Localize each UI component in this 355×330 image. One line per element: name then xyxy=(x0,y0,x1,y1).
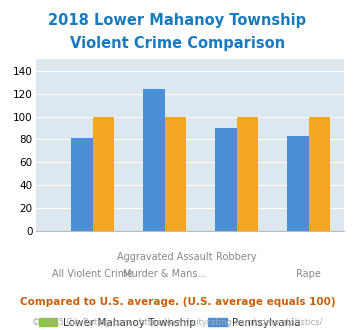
Text: Robbery: Robbery xyxy=(217,251,257,262)
Bar xyxy=(287,136,309,231)
Bar xyxy=(237,116,258,231)
Text: Aggravated Assault: Aggravated Assault xyxy=(117,251,213,262)
Legend: Lower Mahanoy Township, National, Pennsylvania: Lower Mahanoy Township, National, Pennsy… xyxy=(34,314,305,330)
Bar xyxy=(93,116,114,231)
Text: Murder & Mans...: Murder & Mans... xyxy=(123,269,207,279)
Bar xyxy=(143,89,165,231)
Bar xyxy=(309,116,330,231)
Bar xyxy=(215,128,237,231)
Bar xyxy=(71,138,93,231)
Text: Rape: Rape xyxy=(296,269,321,279)
Text: © 2025 CityRating.com - https://www.cityrating.com/crime-statistics/: © 2025 CityRating.com - https://www.city… xyxy=(32,318,323,327)
Bar xyxy=(165,116,186,231)
Text: Violent Crime Comparison: Violent Crime Comparison xyxy=(70,36,285,51)
Text: Compared to U.S. average. (U.S. average equals 100): Compared to U.S. average. (U.S. average … xyxy=(20,297,335,307)
Text: All Violent Crime: All Violent Crime xyxy=(52,269,133,279)
Text: 2018 Lower Mahanoy Township: 2018 Lower Mahanoy Township xyxy=(48,13,307,28)
